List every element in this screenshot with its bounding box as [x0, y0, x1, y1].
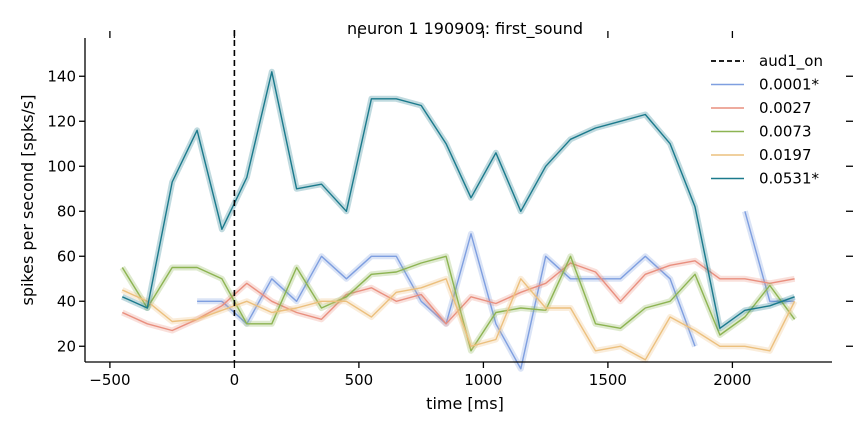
x-axis-ticks: −500 0 500 1000 1500 2000: [89, 362, 751, 389]
x-tick-label: 1500: [589, 371, 627, 389]
y-tick-label: 80: [57, 202, 76, 220]
legend-label: 0.0001*: [759, 76, 819, 94]
series-band: [121, 275, 798, 363]
chart-title: neuron 1 190909: first_sound: [347, 19, 583, 39]
x-tick-label: −500: [89, 371, 130, 389]
x-tick-label: 0: [230, 371, 240, 389]
y-axis-ticks: 20 40 60 80 100 120 140: [47, 67, 85, 355]
x-tick-label: 2000: [713, 371, 751, 389]
mirrored-ticks: [109, 31, 853, 347]
legend-label: 0.0027: [759, 99, 812, 117]
legend-label: 0.0531*: [759, 170, 819, 188]
x-tick-label: 500: [345, 371, 374, 389]
x-tick-label: 1000: [464, 371, 502, 389]
y-tick-label: 100: [47, 157, 76, 175]
y-tick-label: 140: [47, 67, 76, 85]
y-axis-label: spikes per second [spks/s]: [18, 94, 37, 305]
series-line: [744, 211, 795, 302]
y-tick-label: 40: [57, 292, 76, 310]
legend-label: 0.0197: [759, 146, 812, 164]
y-tick-label: 120: [47, 112, 76, 130]
x-axis-label: time [ms]: [426, 394, 504, 413]
series-layer: [119, 68, 798, 372]
y-tick-label: 20: [57, 337, 76, 355]
legend: aud1_on 0.0001* 0.0027 0.0073 0.0197 0.0531*: [711, 52, 823, 188]
y-tick-label: 60: [57, 247, 76, 265]
legend-label: aud1_on: [759, 52, 823, 71]
legend-label: 0.0073: [759, 123, 812, 141]
